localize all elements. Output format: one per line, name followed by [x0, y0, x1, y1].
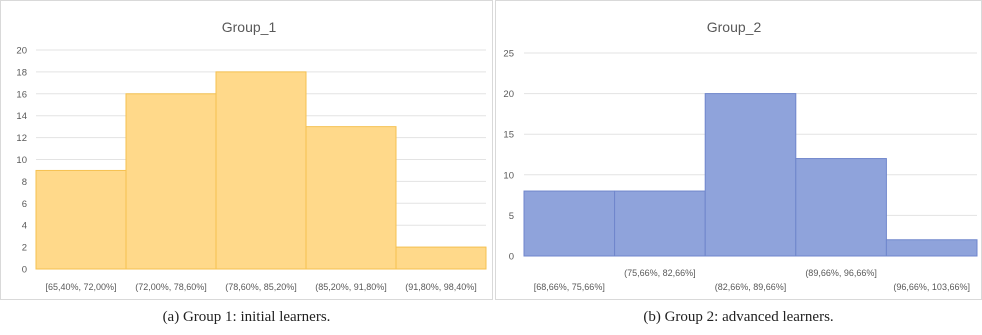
y-tick-label: 8 — [22, 177, 27, 188]
bar — [523, 190, 616, 257]
y-tick-label: 4 — [22, 221, 27, 232]
caption-group-2: (b) Group 2: advanced learners. — [643, 309, 834, 325]
y-tick-label: 16 — [16, 89, 27, 100]
y-tick-label: 14 — [16, 111, 27, 122]
x-category-label: [65,40%, 72,00%] — [45, 282, 116, 292]
x-category-label: (96,66%, 103,66%] — [893, 282, 970, 292]
y-tick-label: 0 — [22, 265, 27, 276]
x-category-label: [68,66%, 75,66%] — [534, 282, 605, 292]
y-tick-label: 20 — [503, 89, 514, 100]
bar — [614, 190, 706, 257]
x-category-label: (82,66%, 89,66%] — [715, 282, 787, 292]
bar — [35, 169, 127, 270]
y-tick-label: 20 — [16, 46, 27, 57]
bar — [305, 126, 397, 270]
y-tick-label: 6 — [22, 199, 27, 210]
x-category-label: (75,66%, 82,66%] — [624, 268, 696, 278]
bar — [125, 93, 217, 270]
x-category-label: (85,20%, 91,80%] — [315, 282, 387, 292]
x-category-label: (89,66%, 96,66%] — [805, 268, 877, 278]
x-category-label: (78,60%, 85,20%] — [225, 282, 297, 292]
y-tick-label: 15 — [503, 130, 514, 141]
bar — [795, 158, 887, 257]
y-tick-label: 2 — [22, 243, 27, 254]
caption-group-1: (a) Group 1: initial learners. — [162, 309, 331, 325]
y-tick-label: 10 — [503, 170, 514, 181]
y-tick-label: 0 — [509, 252, 514, 263]
bar — [885, 239, 978, 257]
y-tick-label: 18 — [16, 67, 27, 78]
y-tick-label: 12 — [16, 133, 27, 144]
x-category-label: (91,80%, 98,40%] — [405, 282, 477, 292]
y-tick-label: 10 — [16, 155, 27, 166]
chart-title: Group_2 — [707, 19, 762, 35]
y-tick-label: 25 — [503, 49, 514, 60]
histogram-group-1-svg: Group_1 0 2 4 6 8 10 12 14 16 18 20 [65,40%, 72,00%]… — [16, 19, 487, 292]
bar — [395, 246, 487, 270]
histogram-group-2: Group_2 0 5 10 15 20 25 [68,66%, 75,66%] (75,66%… — [495, 0, 982, 300]
histogram-group-1: Group_1 0 2 4 6 8 10 12 14 16 18 20 [65,40%, 72,00%]… — [0, 0, 493, 300]
bar — [704, 93, 797, 257]
bar — [215, 71, 307, 270]
x-category-label: (72,00%, 78,60%] — [135, 282, 207, 292]
y-tick-label: 5 — [509, 211, 514, 222]
histogram-group-2-svg: Group_2 0 5 10 15 20 25 [68,66%, 75,66%] (75,66%… — [503, 19, 978, 292]
chart-title: Group_1 — [222, 19, 277, 35]
